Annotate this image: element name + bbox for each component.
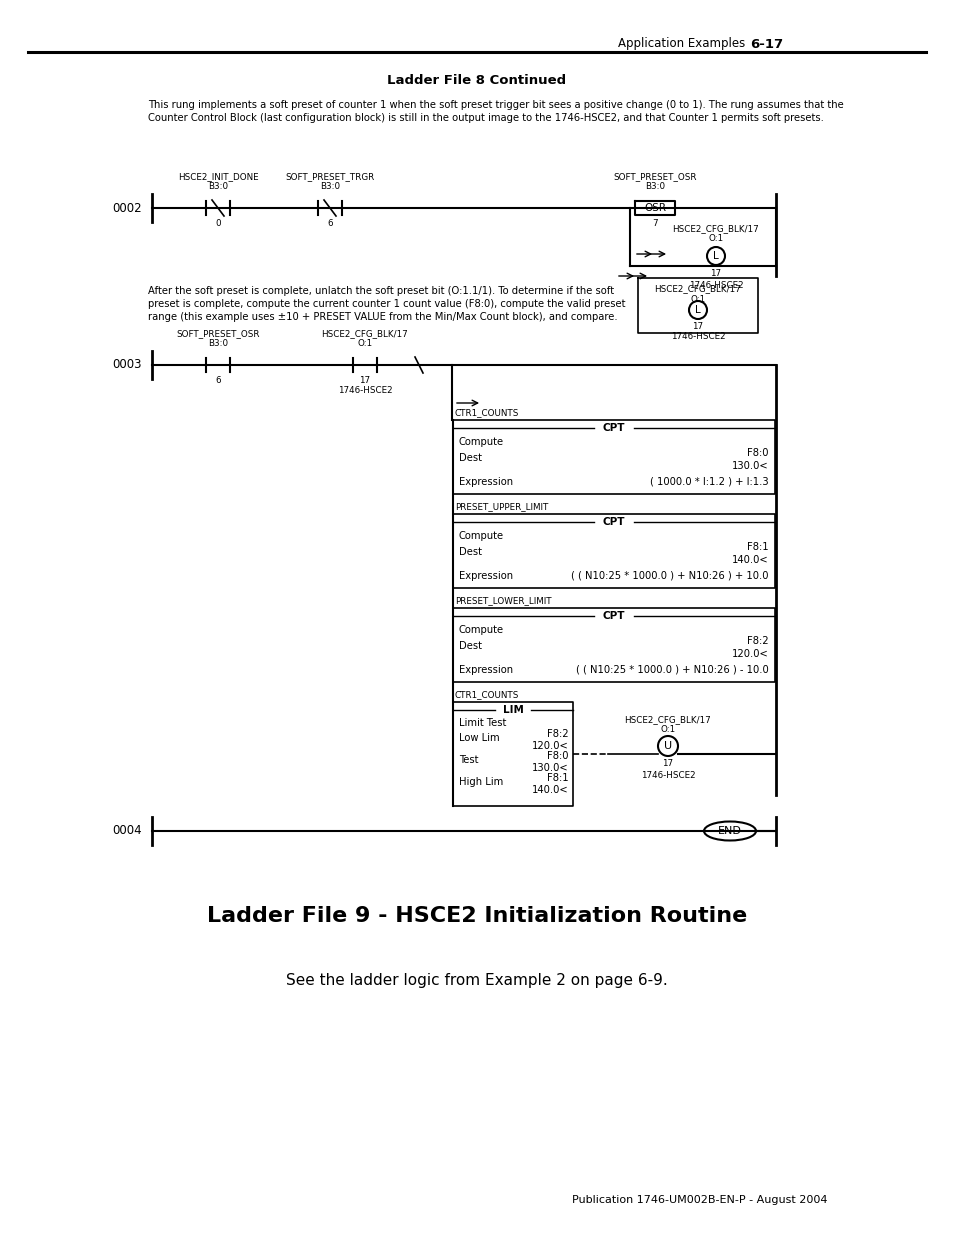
Text: Dest: Dest	[458, 641, 481, 651]
Text: 1746-HSCE2: 1746-HSCE2	[670, 332, 724, 341]
Text: 1746-HSCE2: 1746-HSCE2	[688, 282, 742, 290]
Text: O:1: O:1	[708, 233, 722, 243]
Text: Test: Test	[458, 755, 478, 764]
Text: 0004: 0004	[112, 825, 141, 837]
Text: L: L	[713, 251, 719, 261]
Text: SOFT_PRESET_OSR: SOFT_PRESET_OSR	[176, 329, 259, 338]
Text: Limit Test: Limit Test	[458, 718, 506, 727]
Text: HSCE2_CFG_BLK/17: HSCE2_CFG_BLK/17	[672, 224, 759, 233]
Text: 17: 17	[710, 269, 720, 278]
Text: range (this example uses ±10 + PRESET VALUE from the Min/Max Count block), and c: range (this example uses ±10 + PRESET VA…	[148, 312, 617, 322]
Text: ( ( N10:25 * 1000.0 ) + N10:26 ) + 10.0: ( ( N10:25 * 1000.0 ) + N10:26 ) + 10.0	[571, 571, 768, 580]
Text: Low Lim: Low Lim	[458, 734, 499, 743]
Text: 6: 6	[327, 219, 333, 228]
Text: 130.0<: 130.0<	[732, 461, 768, 471]
Text: 1746-HSCE2: 1746-HSCE2	[337, 387, 392, 395]
Text: CPT: CPT	[602, 517, 624, 527]
Text: HSCE2_CFG_BLK/17: HSCE2_CFG_BLK/17	[321, 329, 408, 338]
Text: 140.0<: 140.0<	[732, 555, 768, 564]
Text: O:1: O:1	[357, 338, 373, 348]
Text: 17: 17	[359, 375, 370, 385]
Text: F8:1: F8:1	[547, 773, 568, 783]
Text: 120.0<: 120.0<	[532, 741, 568, 751]
Text: HSCE2_CFG_BLK/17: HSCE2_CFG_BLK/17	[624, 715, 711, 724]
Text: 0002: 0002	[112, 201, 141, 215]
Text: 120.0<: 120.0<	[732, 650, 768, 659]
Text: 17: 17	[692, 322, 702, 331]
Text: 17: 17	[661, 760, 673, 768]
Text: Application Examples: Application Examples	[618, 37, 744, 51]
Text: 7: 7	[652, 219, 658, 228]
Text: O:1: O:1	[659, 725, 675, 734]
Text: After the soft preset is complete, unlatch the soft preset bit (O:1.1/1). To det: After the soft preset is complete, unlat…	[148, 287, 614, 296]
Text: ( 1000.0 * I:1.2 ) + I:1.3: ( 1000.0 * I:1.2 ) + I:1.3	[650, 477, 768, 487]
Text: CTR1_COUNTS: CTR1_COUNTS	[455, 408, 518, 417]
Text: B3:0: B3:0	[208, 338, 228, 348]
Text: SOFT_PRESET_TRGR: SOFT_PRESET_TRGR	[285, 172, 375, 182]
Text: This rung implements a soft preset of counter 1 when the soft preset trigger bit: This rung implements a soft preset of co…	[148, 100, 842, 110]
Text: PRESET_LOWER_LIMIT: PRESET_LOWER_LIMIT	[455, 597, 551, 605]
Text: Expression: Expression	[458, 664, 513, 676]
Text: Publication 1746-UM002B-EN-P - August 2004: Publication 1746-UM002B-EN-P - August 20…	[572, 1195, 827, 1205]
Text: Ladder File 8 Continued: Ladder File 8 Continued	[387, 74, 566, 86]
Text: ( ( N10:25 * 1000.0 ) + N10:26 ) - 10.0: ( ( N10:25 * 1000.0 ) + N10:26 ) - 10.0	[576, 664, 768, 676]
Text: OSR: OSR	[643, 203, 665, 212]
Text: F8:2: F8:2	[547, 729, 568, 739]
Text: High Lim: High Lim	[458, 777, 503, 787]
Text: O:1: O:1	[690, 295, 705, 304]
Text: 6-17: 6-17	[749, 37, 782, 51]
Text: END: END	[718, 826, 741, 836]
Text: Expression: Expression	[458, 571, 513, 580]
Text: F8:2: F8:2	[746, 636, 768, 646]
Text: U: U	[663, 741, 671, 751]
Text: F8:0: F8:0	[747, 448, 768, 458]
Text: B3:0: B3:0	[319, 182, 339, 191]
Text: 140.0<: 140.0<	[532, 785, 568, 795]
Text: Dest: Dest	[458, 453, 481, 463]
Text: F8:1: F8:1	[746, 542, 768, 552]
Text: 0003: 0003	[112, 358, 141, 372]
Text: Dest: Dest	[458, 547, 481, 557]
Text: Expression: Expression	[458, 477, 513, 487]
Text: CTR1_COUNTS: CTR1_COUNTS	[455, 690, 518, 699]
Text: Compute: Compute	[458, 531, 503, 541]
Text: SOFT_PRESET_OSR: SOFT_PRESET_OSR	[613, 172, 696, 182]
Text: 130.0<: 130.0<	[532, 763, 568, 773]
Text: Compute: Compute	[458, 625, 503, 635]
Text: Counter Control Block (last configuration block) is still in the output image to: Counter Control Block (last configuratio…	[148, 112, 823, 124]
Text: CPT: CPT	[602, 424, 624, 433]
Text: preset is complete, compute the current counter 1 count value (F8:0), compute th: preset is complete, compute the current …	[148, 299, 625, 309]
Text: 0: 0	[215, 219, 220, 228]
Text: CPT: CPT	[602, 611, 624, 621]
Text: 6: 6	[215, 375, 220, 385]
Text: F8:0: F8:0	[547, 751, 568, 761]
Text: Compute: Compute	[458, 437, 503, 447]
Text: B3:0: B3:0	[644, 182, 664, 191]
Text: PRESET_UPPER_LIMIT: PRESET_UPPER_LIMIT	[455, 501, 548, 511]
Text: B3:0: B3:0	[208, 182, 228, 191]
Text: HSCE2_INIT_DONE: HSCE2_INIT_DONE	[177, 172, 258, 182]
Text: See the ladder logic from Example 2 on page 6-9.: See the ladder logic from Example 2 on p…	[286, 973, 667, 988]
Text: HSCE2_CFG_BLK/17: HSCE2_CFG_BLK/17	[654, 284, 740, 293]
Text: 1746-HSCE2: 1746-HSCE2	[640, 771, 695, 781]
Text: LIM: LIM	[502, 705, 523, 715]
Text: L: L	[695, 305, 700, 315]
Text: Ladder File 9 - HSCE2 Initialization Routine: Ladder File 9 - HSCE2 Initialization Rou…	[207, 906, 746, 926]
